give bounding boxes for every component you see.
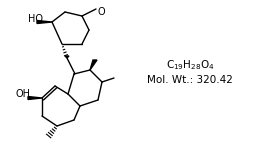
Text: Mol. Wt.: 320.42: Mol. Wt.: 320.42 <box>147 75 233 85</box>
Text: $\mathregular{C_{19}H_{28}O_{4}}$: $\mathregular{C_{19}H_{28}O_{4}}$ <box>166 58 214 72</box>
Text: HO: HO <box>28 14 43 24</box>
Polygon shape <box>90 60 97 70</box>
Polygon shape <box>28 96 42 100</box>
Text: O: O <box>97 7 105 17</box>
Text: OH: OH <box>16 89 31 99</box>
Polygon shape <box>37 21 52 24</box>
Polygon shape <box>65 56 69 58</box>
